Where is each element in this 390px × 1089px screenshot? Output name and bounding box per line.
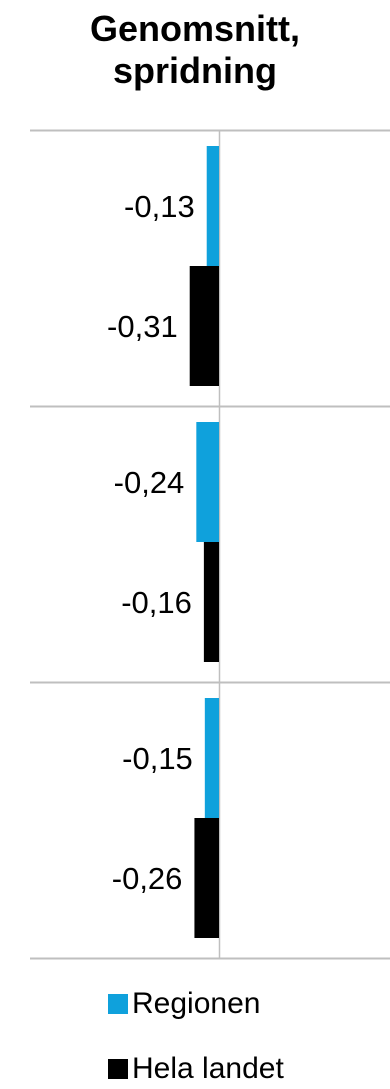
data-label: -0,26	[112, 861, 183, 896]
legend-swatch	[108, 994, 128, 1014]
data-label: -0,24	[114, 465, 185, 500]
chart-title: Genomsnitt, spridning	[0, 8, 390, 92]
bar-hela-landet	[189, 266, 219, 386]
legend-item-series-2: Hela landet	[108, 1049, 284, 1089]
chart-title-line: spridning	[113, 50, 277, 91]
bar-regionen	[204, 698, 219, 818]
chart-title-line: Genomsnitt,	[89, 8, 300, 49]
legend-label: Regionen	[132, 987, 261, 1020]
bar-regionen	[196, 422, 219, 542]
data-label: -0,16	[121, 585, 192, 620]
bar-hela-landet	[194, 818, 219, 938]
data-label: -0,31	[107, 309, 178, 344]
data-label: -0,15	[122, 741, 193, 776]
bar-hela-landet	[203, 542, 219, 662]
legend-item-series-1: Regionen	[108, 984, 260, 1024]
data-label: -0,13	[124, 189, 195, 224]
legend-swatch	[108, 1059, 128, 1079]
bar-regionen	[206, 146, 219, 266]
legend-label: Hela landet	[132, 1052, 284, 1085]
